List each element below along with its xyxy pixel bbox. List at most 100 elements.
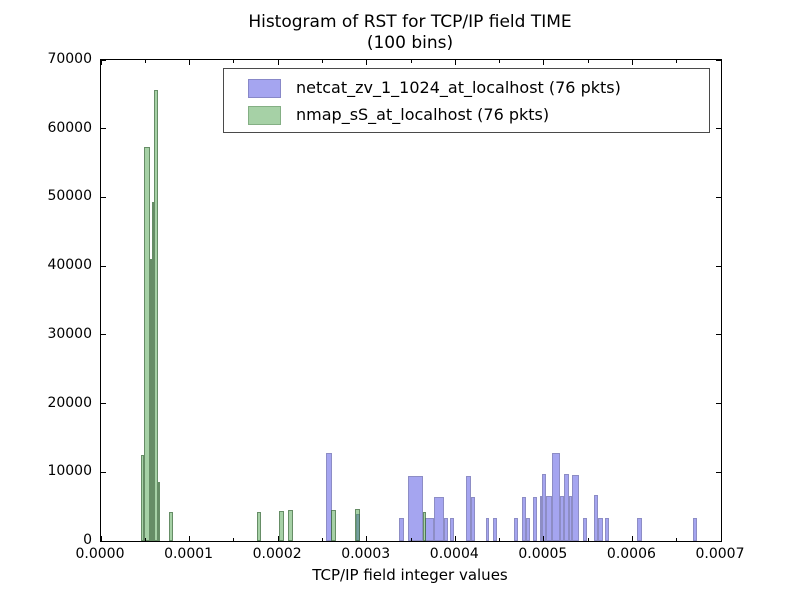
histogram-bar [279, 510, 285, 541]
histogram-bar [407, 475, 423, 541]
histogram-bar [152, 201, 155, 541]
y-tick-label: 0 [83, 532, 92, 548]
x-tick-major [720, 536, 722, 541]
x-tick-minor [321, 60, 323, 63]
x-tick-minor [499, 60, 501, 63]
y-tick-major [101, 471, 106, 473]
x-tick-label: 0.0006 [606, 546, 656, 562]
x-tick-minor [410, 538, 412, 541]
x-tick-label: 0.0005 [518, 546, 568, 562]
histogram-bar [637, 517, 642, 541]
chart-title-line1: Histogram of RST for TCP/IP field TIME [248, 12, 572, 32]
y-tick-major [101, 128, 106, 130]
histogram-bar [521, 497, 526, 541]
histogram-bar [158, 481, 161, 541]
histogram-bar [605, 518, 610, 541]
histogram-bar [514, 518, 519, 541]
histogram-bar [287, 510, 293, 541]
x-tick-minor [144, 538, 146, 541]
y-tick-label: 40000 [47, 257, 92, 274]
histogram-bar [692, 517, 697, 541]
x-tick-major [277, 60, 279, 65]
y-tick-major [716, 471, 721, 473]
x-tick-major [100, 60, 102, 65]
y-tick-major [101, 265, 106, 267]
y-tick-major [716, 403, 721, 405]
x-tick-major [720, 60, 722, 65]
y-tick-major [716, 540, 721, 542]
histogram-bar [257, 511, 261, 541]
histogram-bar [399, 517, 404, 541]
x-tick-minor [587, 60, 589, 63]
histogram-bar [598, 518, 603, 541]
legend-label: netcat_zv_1_1024_at_localhost (76 pkts) [296, 78, 621, 97]
y-tick-label: 30000 [47, 325, 92, 342]
legend-swatch-blue [248, 78, 281, 98]
histogram-bar [532, 497, 537, 541]
y-tick-major [716, 334, 721, 336]
plot-area [100, 59, 722, 542]
histogram-bar [486, 518, 490, 541]
histogram-bar [571, 475, 580, 541]
histogram-bar [582, 518, 587, 541]
histogram-bar [551, 453, 561, 541]
x-tick-major [366, 60, 368, 65]
x-tick-label: 0.0007 [695, 546, 745, 562]
x-tick-label: 0.0003 [341, 546, 391, 562]
legend-item: nmap_sS_at_localhost (76 pkts) [248, 105, 549, 125]
x-tick-major [277, 536, 279, 541]
histogram-bar [355, 508, 361, 541]
histogram-bar [471, 497, 475, 541]
x-tick-major [543, 60, 545, 65]
histogram-bar [569, 496, 572, 541]
x-tick-major [100, 536, 102, 541]
histogram-bar [526, 518, 531, 541]
histogram-bar [563, 473, 570, 541]
histogram-bar [331, 510, 337, 541]
y-tick-major [101, 403, 106, 405]
histogram-bar [560, 496, 564, 541]
x-tick-minor [233, 60, 235, 63]
y-tick-major [101, 540, 106, 542]
histogram-bar [466, 475, 471, 541]
x-tick-minor [321, 538, 323, 541]
histogram-bar [425, 518, 435, 541]
y-tick-major [101, 59, 106, 61]
y-tick-label: 10000 [47, 463, 92, 480]
x-tick-major [543, 536, 545, 541]
legend: netcat_zv_1_1024_at_localhost (76 pkts) n… [223, 68, 710, 133]
histogram-bar [492, 517, 497, 541]
x-tick-major [366, 536, 368, 541]
y-tick-major [716, 128, 721, 130]
x-tick-label: 0.0000 [75, 546, 125, 562]
y-tick-major [101, 196, 106, 198]
y-tick-label: 20000 [47, 394, 92, 411]
x-tick-major [454, 60, 456, 65]
legend-item: netcat_zv_1_1024_at_localhost (76 pkts) [248, 78, 621, 98]
y-tick-label: 70000 [47, 51, 92, 67]
x-tick-minor [144, 60, 146, 63]
y-tick-label: 60000 [47, 119, 92, 136]
y-tick-major [716, 59, 721, 61]
histogram-bar [443, 518, 449, 541]
histogram-bar [450, 518, 455, 541]
x-tick-major [631, 536, 633, 541]
x-tick-minor [676, 538, 678, 541]
legend-swatch-green [248, 105, 281, 125]
x-tick-minor [410, 60, 412, 63]
x-tick-label: 0.0001 [164, 546, 214, 562]
histogram-bar [545, 496, 552, 541]
histogram-bar [154, 90, 158, 541]
x-tick-minor [233, 538, 235, 541]
histogram-bar [326, 453, 332, 541]
histogram-bar [422, 511, 426, 541]
chart-title-line2: (100 bins) [366, 33, 454, 53]
x-axis-label: TCP/IP field integer values [312, 566, 508, 584]
legend-label: nmap_sS_at_localhost (76 pkts) [296, 105, 550, 124]
x-tick-minor [676, 60, 678, 63]
x-tick-minor [499, 538, 501, 541]
x-tick-minor [587, 538, 589, 541]
y-tick-major [101, 334, 106, 336]
x-tick-major [189, 536, 191, 541]
